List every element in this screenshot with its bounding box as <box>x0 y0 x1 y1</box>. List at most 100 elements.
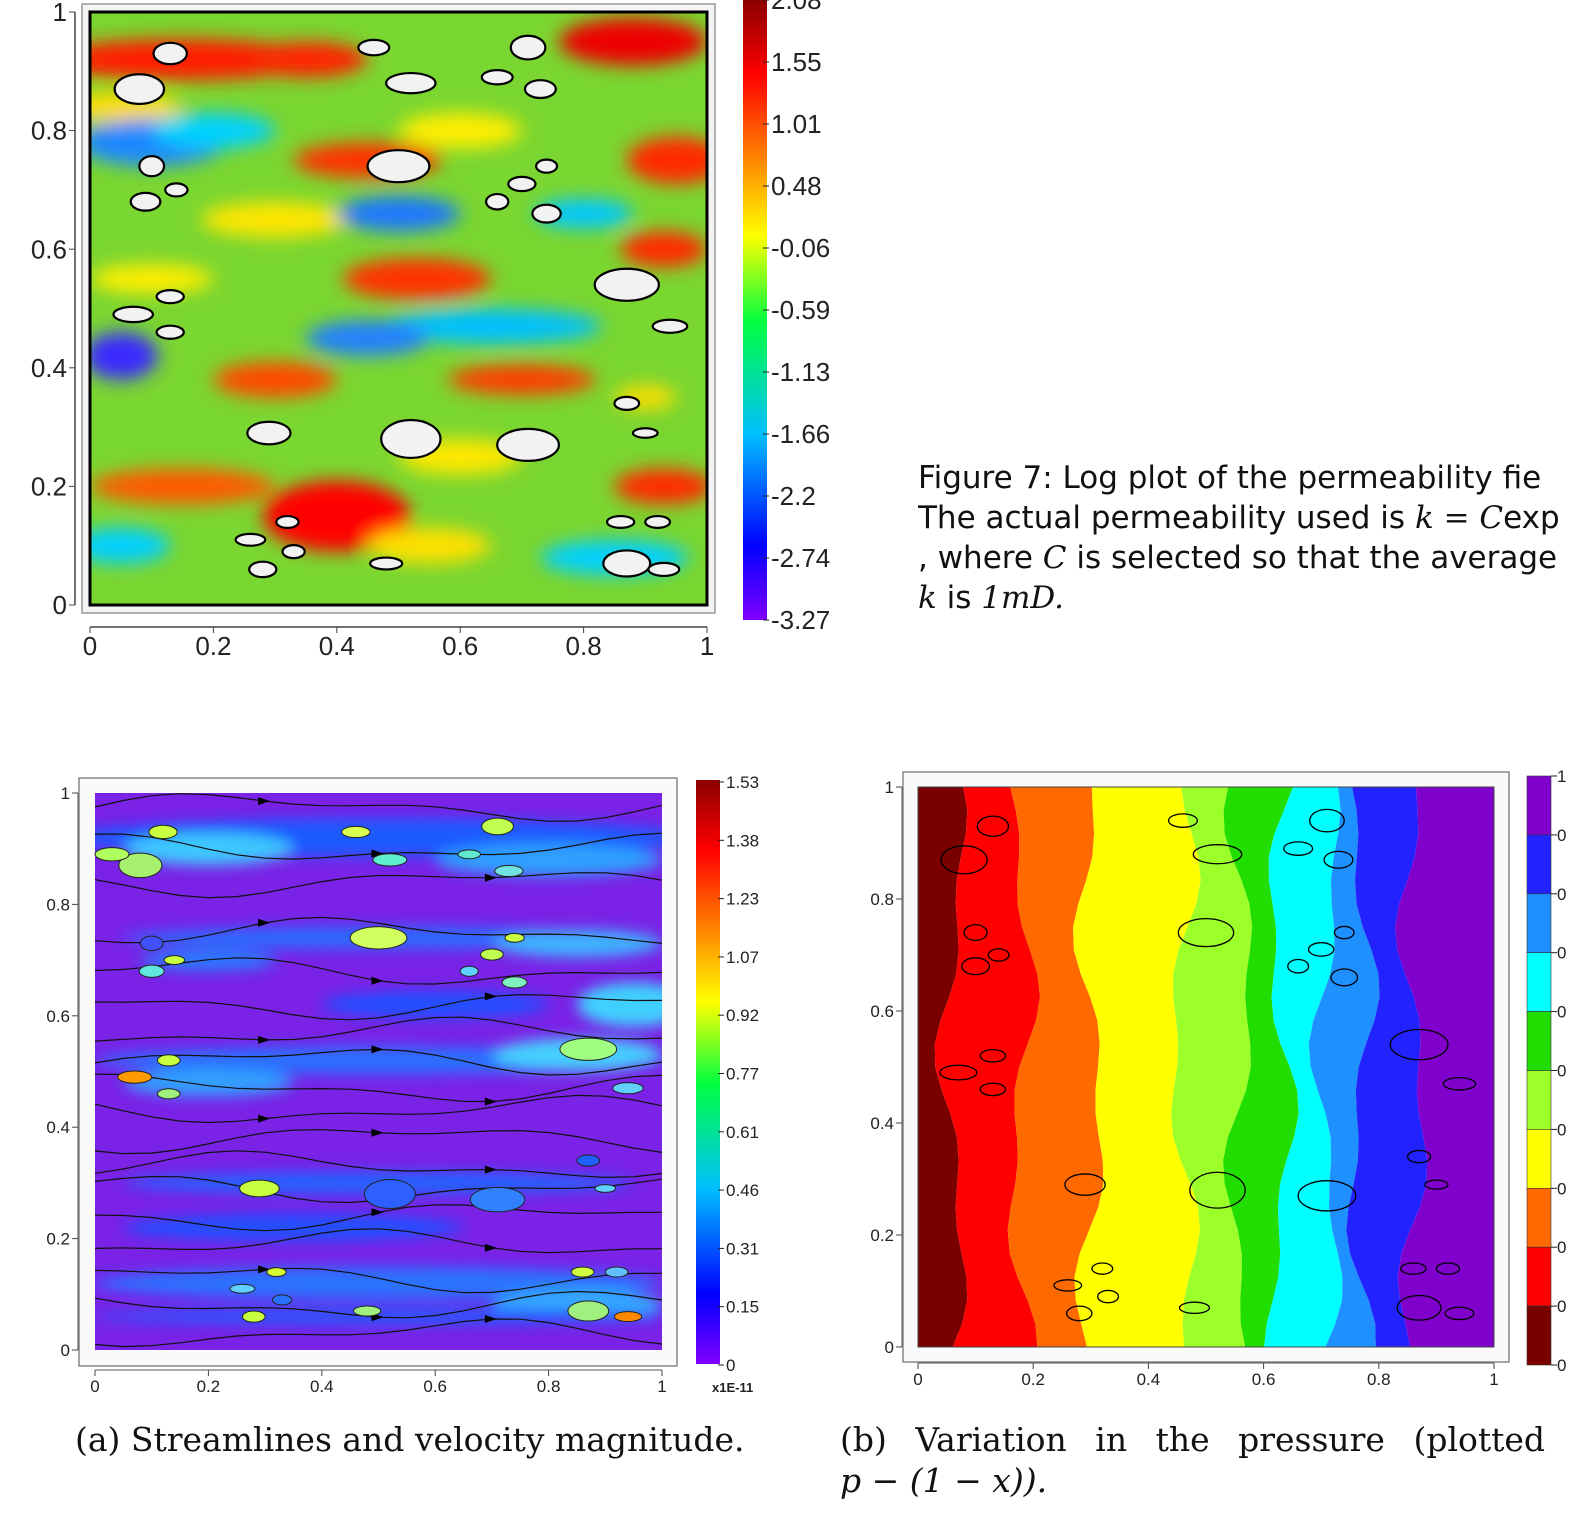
inclusion <box>509 34 547 61</box>
pressure-band <box>1264 787 1343 1347</box>
inclusion <box>380 418 442 460</box>
inclusion <box>604 1266 629 1278</box>
y-tick-label: 1 <box>61 784 70 803</box>
field-patch <box>626 136 707 184</box>
inclusion <box>480 69 514 86</box>
colorbar-tick-label: 1.55 <box>771 47 822 77</box>
colorbar-tick-label: 0 <box>1557 1120 1566 1139</box>
colorbar-tick-label: 1.38 <box>726 831 759 850</box>
inclusion <box>504 932 525 943</box>
colorbar-tick-label: 0.92 <box>726 1006 759 1025</box>
streamline <box>95 1318 662 1348</box>
colorbar-tick-label: 0.46 <box>726 1181 759 1200</box>
pressure-band <box>918 787 968 1347</box>
field-patch <box>213 361 337 398</box>
inclusion <box>939 1064 978 1081</box>
flow-arrow <box>258 1265 271 1274</box>
inclusion <box>1287 958 1310 974</box>
colorbar-tick-label: 0.61 <box>726 1123 759 1142</box>
x-tick-label: 0.2 <box>1021 1370 1045 1389</box>
pressure-band <box>1308 787 1380 1347</box>
colorbar <box>696 780 720 1364</box>
inclusion <box>234 532 267 547</box>
inclusion <box>1167 813 1199 828</box>
streamline <box>95 1228 662 1254</box>
colorbar-tick-label: 1.01 <box>771 109 822 139</box>
inclusion <box>480 948 504 961</box>
x-tick-label: 0.8 <box>537 1377 561 1396</box>
inclusion <box>1307 942 1335 957</box>
flow-arrow <box>484 1314 497 1323</box>
pressure-band <box>1395 787 1494 1347</box>
flow-arrow <box>484 1165 497 1174</box>
flow-arrow <box>258 918 271 927</box>
x-tick-label: 0 <box>83 631 97 661</box>
inclusion <box>152 41 188 66</box>
figure7-caption: Figure 7: Log plot of the permeability f… <box>918 460 1560 616</box>
inclusion <box>156 1054 181 1067</box>
field-patch <box>614 468 707 505</box>
inclusion <box>363 1179 416 1210</box>
inclusion <box>644 514 672 530</box>
y-tick-label: 0.4 <box>870 1114 894 1133</box>
pressure-band <box>934 787 1040 1347</box>
x-tick-label: 1 <box>700 631 714 661</box>
inclusion <box>164 182 189 198</box>
y-tick-label: 0.8 <box>870 890 894 909</box>
streamline <box>95 1267 662 1294</box>
inclusion <box>148 824 178 840</box>
field-patch <box>447 364 596 395</box>
inclusion <box>155 324 185 340</box>
flow-arrow <box>258 797 271 806</box>
colorbar-band <box>1526 893 1552 954</box>
inclusion <box>457 849 482 860</box>
panel-b-caption: (b) Variation in the pressure (plotted p… <box>840 1420 1546 1500</box>
flow-arrow <box>371 1208 384 1217</box>
streamline <box>95 1094 662 1124</box>
inclusion <box>117 1070 153 1084</box>
colorbar-tick-label: 1.07 <box>726 948 759 967</box>
y-tick-label: 0 <box>885 1338 894 1357</box>
colorbar-tick-label: -3.27 <box>771 605 830 635</box>
field-patch <box>558 17 707 66</box>
inclusion <box>987 948 1010 962</box>
inclusion <box>1283 841 1314 856</box>
y-tick-label: 0.2 <box>46 1230 70 1249</box>
colorbar-tick-label: -2.74 <box>771 543 830 573</box>
inclusion <box>979 1048 1007 1063</box>
inclusion <box>271 1294 293 1306</box>
field-patch <box>367 527 492 564</box>
inclusion <box>567 1300 610 1322</box>
y-tick-label: 0 <box>53 590 67 620</box>
pressure-band <box>1346 787 1428 1347</box>
inclusion <box>1091 1262 1114 1275</box>
flow-arrow <box>371 849 384 858</box>
colorbar-tick-label: 0 <box>1557 826 1566 845</box>
inclusion <box>1444 1306 1475 1321</box>
flow-arrow <box>484 1097 497 1106</box>
colorbar-tick-label: 0 <box>1557 885 1566 904</box>
colorbar-tick-label: 0.31 <box>726 1239 759 1258</box>
inclusion <box>1400 1262 1427 1275</box>
y-tick-label: 0.8 <box>46 895 70 914</box>
inclusion <box>139 935 164 952</box>
inclusion <box>940 845 988 875</box>
inclusion <box>979 1082 1007 1097</box>
inclusion <box>281 544 306 560</box>
field-patch <box>244 41 368 78</box>
inclusion <box>1396 1294 1442 1321</box>
streamline <box>95 1150 662 1179</box>
y-tick-label: 0 <box>61 1341 70 1360</box>
x-tick-label: 0.2 <box>197 1377 221 1396</box>
x-tick-label: 0.2 <box>195 631 231 661</box>
colorbar-tick-label: 0 <box>1557 1179 1566 1198</box>
x-tick-label: 0.6 <box>423 1377 447 1396</box>
colorbar-band <box>1526 1129 1552 1189</box>
y-tick-label: 0.2 <box>870 1226 894 1245</box>
velocity-band <box>491 929 662 958</box>
inclusion <box>570 1266 595 1278</box>
inclusion <box>385 71 437 95</box>
colorbar-tick-label: -0.59 <box>771 295 830 325</box>
velocity-band <box>435 843 662 877</box>
